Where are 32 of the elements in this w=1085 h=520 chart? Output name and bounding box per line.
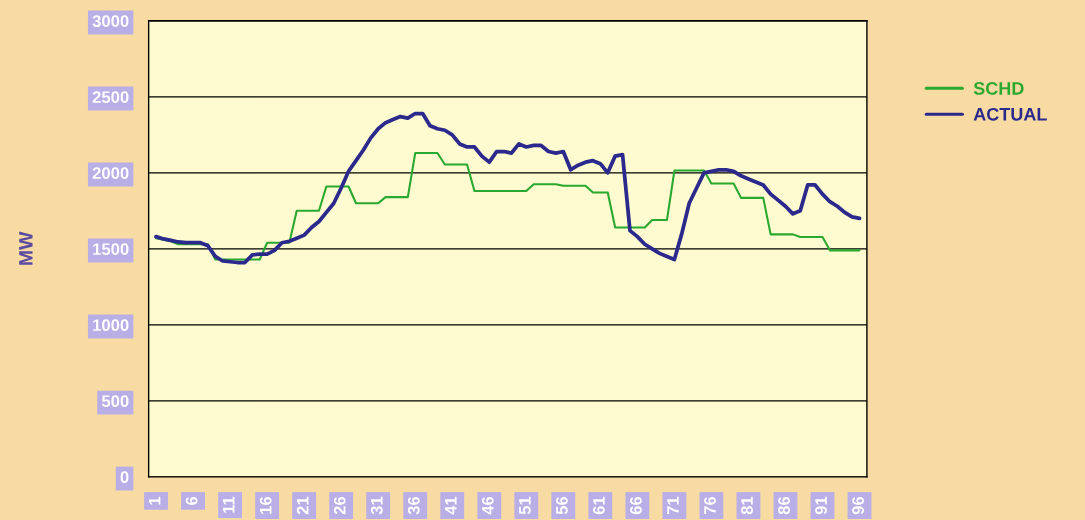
x-tick-label: 66 bbox=[630, 496, 642, 515]
x-tick-label: 11 bbox=[222, 496, 235, 513]
x-tick-label: 6 bbox=[185, 496, 198, 505]
line-series bbox=[155, 152, 861, 261]
x-tick-label: 31 bbox=[370, 496, 383, 515]
legend-label: ACTUAL bbox=[973, 107, 1047, 121]
x-tick-label: 76 bbox=[704, 496, 716, 515]
x-tick-label: 36 bbox=[407, 496, 420, 515]
x-tick-label: 46 bbox=[481, 496, 494, 515]
y-tick-label: 1000 bbox=[93, 319, 129, 332]
y-tick-label: 3000 bbox=[92, 15, 129, 28]
y-tick-label: 500 bbox=[101, 395, 129, 408]
x-tick-label: 61 bbox=[593, 496, 605, 515]
x-tick-label: 26 bbox=[333, 496, 346, 515]
x-tick-label: 16 bbox=[259, 496, 272, 514]
y-tick-label: 1500 bbox=[93, 243, 129, 256]
x-tick-label: 96 bbox=[852, 496, 864, 515]
y-axis-title: MW bbox=[19, 231, 33, 265]
y-tick-label: 0 bbox=[120, 471, 129, 484]
line-series bbox=[154, 111, 862, 265]
x-tick-label: 91 bbox=[815, 496, 827, 515]
x-tick-label: 41 bbox=[445, 496, 457, 515]
y-tick-label: 2500 bbox=[92, 91, 129, 104]
x-tick-label: 71 bbox=[667, 496, 679, 515]
y-tick-label: 2000 bbox=[92, 167, 129, 180]
x-tick-label: 56 bbox=[555, 496, 568, 515]
x-tick-label: 86 bbox=[778, 496, 790, 515]
x-tick-label: 51 bbox=[519, 496, 531, 515]
legend-label: SCHD bbox=[973, 82, 1024, 95]
x-tick-label: 81 bbox=[741, 496, 753, 515]
x-tick-label: 21 bbox=[296, 496, 309, 515]
x-tick-label: 1 bbox=[148, 496, 161, 505]
